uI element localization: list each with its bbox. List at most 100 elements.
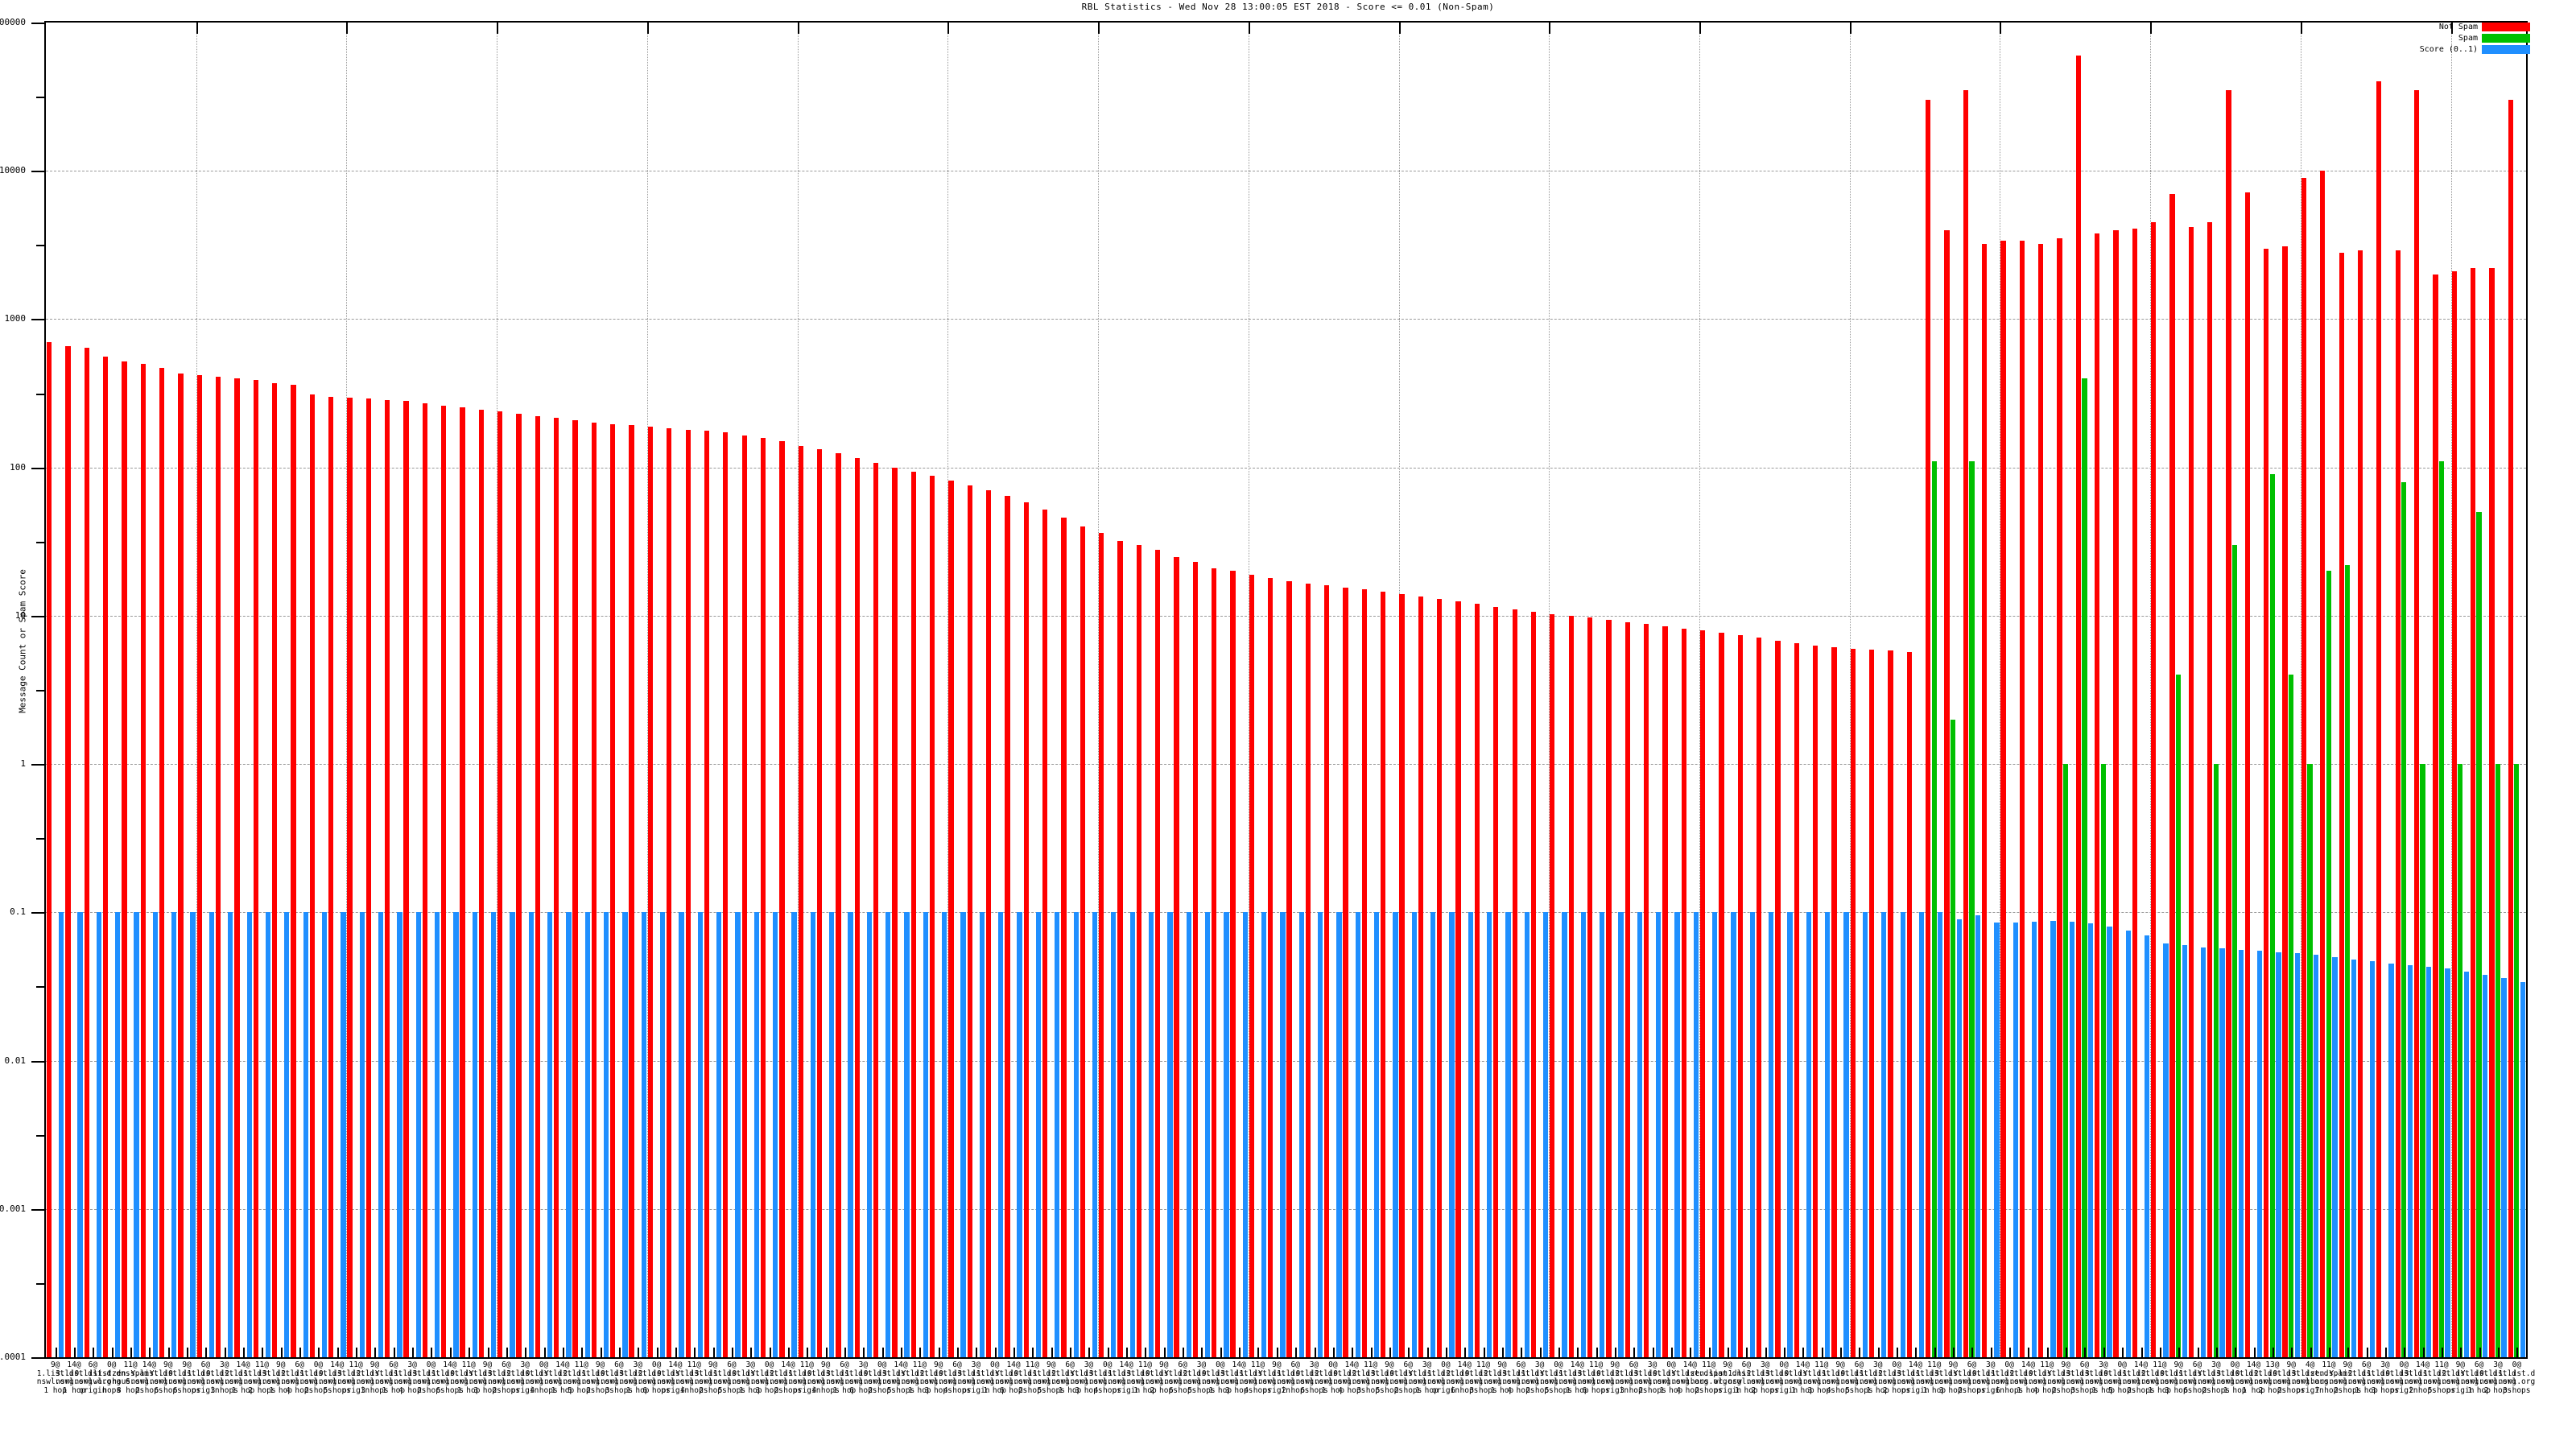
bar-score[interactable]	[1336, 912, 1342, 1357]
bar-score[interactable]	[2125, 931, 2131, 1357]
bar-score[interactable]	[1505, 912, 1511, 1357]
bar-group[interactable]	[2282, 23, 2301, 1357]
bar-score[interactable]	[265, 912, 271, 1357]
bar-score[interactable]	[810, 912, 816, 1357]
bar-group[interactable]	[384, 23, 402, 1357]
bar-group[interactable]	[798, 23, 816, 1357]
bar-score[interactable]	[115, 912, 121, 1357]
bar-score[interactable]	[303, 912, 308, 1357]
bar-group[interactable]	[1418, 23, 1436, 1357]
bar-group[interactable]	[1699, 23, 1718, 1357]
bar-spam[interactable]	[2495, 764, 2501, 1357]
bar-spam[interactable]	[1969, 461, 1975, 1357]
bar-not-spam[interactable]	[365, 398, 371, 1357]
bar-score[interactable]	[2069, 922, 2074, 1357]
bar-not-spam[interactable]	[1005, 496, 1010, 1357]
bar-spam[interactable]	[1950, 719, 1956, 1357]
bar-score[interactable]	[1035, 912, 1042, 1357]
bar-not-spam[interactable]	[741, 435, 747, 1357]
bar-group[interactable]	[2094, 23, 2112, 1357]
bar-group[interactable]	[1211, 23, 1229, 1357]
bar-score[interactable]	[1543, 912, 1549, 1357]
bar-not-spam[interactable]	[1568, 615, 1574, 1357]
bar-group[interactable]	[497, 23, 515, 1357]
bar-group[interactable]	[2395, 23, 2413, 1357]
bar-not-spam[interactable]	[1305, 583, 1311, 1357]
bar-group[interactable]	[1474, 23, 1492, 1357]
bar-group[interactable]	[1060, 23, 1079, 1357]
bar-score[interactable]	[134, 912, 139, 1357]
bar-not-spam[interactable]	[1192, 562, 1198, 1357]
bar-score[interactable]	[1749, 912, 1756, 1357]
bar-score[interactable]	[96, 912, 102, 1357]
bar-group[interactable]	[835, 23, 853, 1357]
bar-not-spam[interactable]	[1963, 90, 1968, 1357]
bar-score[interactable]	[1242, 912, 1248, 1357]
bar-group[interactable]	[1718, 23, 1736, 1357]
bar-not-spam[interactable]	[2019, 240, 2025, 1357]
bar-not-spam[interactable]	[2282, 246, 2288, 1357]
bar-score[interactable]	[923, 912, 929, 1357]
bar-score[interactable]	[791, 912, 797, 1357]
bar-not-spam[interactable]	[1624, 622, 1630, 1357]
bar-not-spam[interactable]	[1719, 632, 1724, 1357]
bar-score[interactable]	[1900, 912, 1905, 1357]
bar-group[interactable]	[233, 23, 252, 1357]
bar-score[interactable]	[2256, 951, 2263, 1357]
bar-group[interactable]	[873, 23, 891, 1357]
bar-not-spam[interactable]	[591, 423, 597, 1357]
bar-spam[interactable]	[1931, 461, 1937, 1357]
bar-spam[interactable]	[2458, 764, 2463, 1357]
bar-not-spam[interactable]	[2320, 171, 2326, 1357]
bar-score[interactable]	[1261, 912, 1267, 1357]
bar-score[interactable]	[1204, 912, 1211, 1357]
bar-score[interactable]	[472, 912, 477, 1357]
bar-group[interactable]	[760, 23, 778, 1357]
bar-group[interactable]	[1042, 23, 1060, 1357]
bar-not-spam[interactable]	[2357, 250, 2363, 1357]
bar-score[interactable]	[1994, 923, 2000, 1357]
bar-score[interactable]	[321, 912, 328, 1357]
bar-score[interactable]	[1111, 912, 1117, 1357]
bar-not-spam[interactable]	[2113, 229, 2119, 1357]
bar-spam[interactable]	[2401, 481, 2407, 1357]
bar-not-spam[interactable]	[1155, 549, 1161, 1357]
bar-group[interactable]	[1267, 23, 1286, 1357]
bar-spam[interactable]	[2269, 474, 2276, 1357]
bar-score[interactable]	[1017, 912, 1022, 1357]
bar-not-spam[interactable]	[572, 420, 578, 1357]
bar-group[interactable]	[177, 23, 196, 1357]
bar-not-spam[interactable]	[1023, 502, 1029, 1357]
bar-score[interactable]	[2182, 945, 2187, 1357]
bar-not-spam[interactable]	[385, 399, 390, 1357]
bar-not-spam[interactable]	[1926, 100, 1931, 1357]
bar-score[interactable]	[2200, 947, 2207, 1357]
bar-score[interactable]	[378, 912, 384, 1357]
bar-score[interactable]	[1600, 912, 1605, 1357]
bar-group[interactable]	[629, 23, 647, 1357]
bar-score[interactable]	[1674, 912, 1680, 1357]
bar-not-spam[interactable]	[2376, 81, 2382, 1357]
bar-not-spam[interactable]	[1944, 229, 1950, 1357]
bar-group[interactable]	[1737, 23, 1756, 1357]
bar-not-spam[interactable]	[2433, 275, 2438, 1357]
bar-score[interactable]	[2050, 921, 2056, 1357]
bar-spam[interactable]	[2100, 764, 2106, 1357]
bar-not-spam[interactable]	[1286, 581, 1292, 1357]
bar-not-spam[interactable]	[234, 378, 240, 1357]
bar-score[interactable]	[2426, 966, 2432, 1357]
bar-group[interactable]	[2339, 23, 2357, 1357]
bar-spam[interactable]	[2345, 564, 2351, 1357]
bar-group[interactable]	[1117, 23, 1135, 1357]
bar-group[interactable]	[2037, 23, 2056, 1357]
bar-score[interactable]	[2463, 971, 2470, 1357]
bar-score[interactable]	[1731, 912, 1736, 1357]
bar-group[interactable]	[1981, 23, 2000, 1357]
bar-score[interactable]	[1656, 912, 1662, 1357]
bar-not-spam[interactable]	[1361, 589, 1368, 1357]
bar-not-spam[interactable]	[1324, 585, 1330, 1357]
bar-score[interactable]	[584, 912, 590, 1357]
bar-not-spam[interactable]	[178, 373, 184, 1357]
bar-group[interactable]	[2075, 23, 2094, 1357]
bar-not-spam[interactable]	[1493, 606, 1499, 1357]
